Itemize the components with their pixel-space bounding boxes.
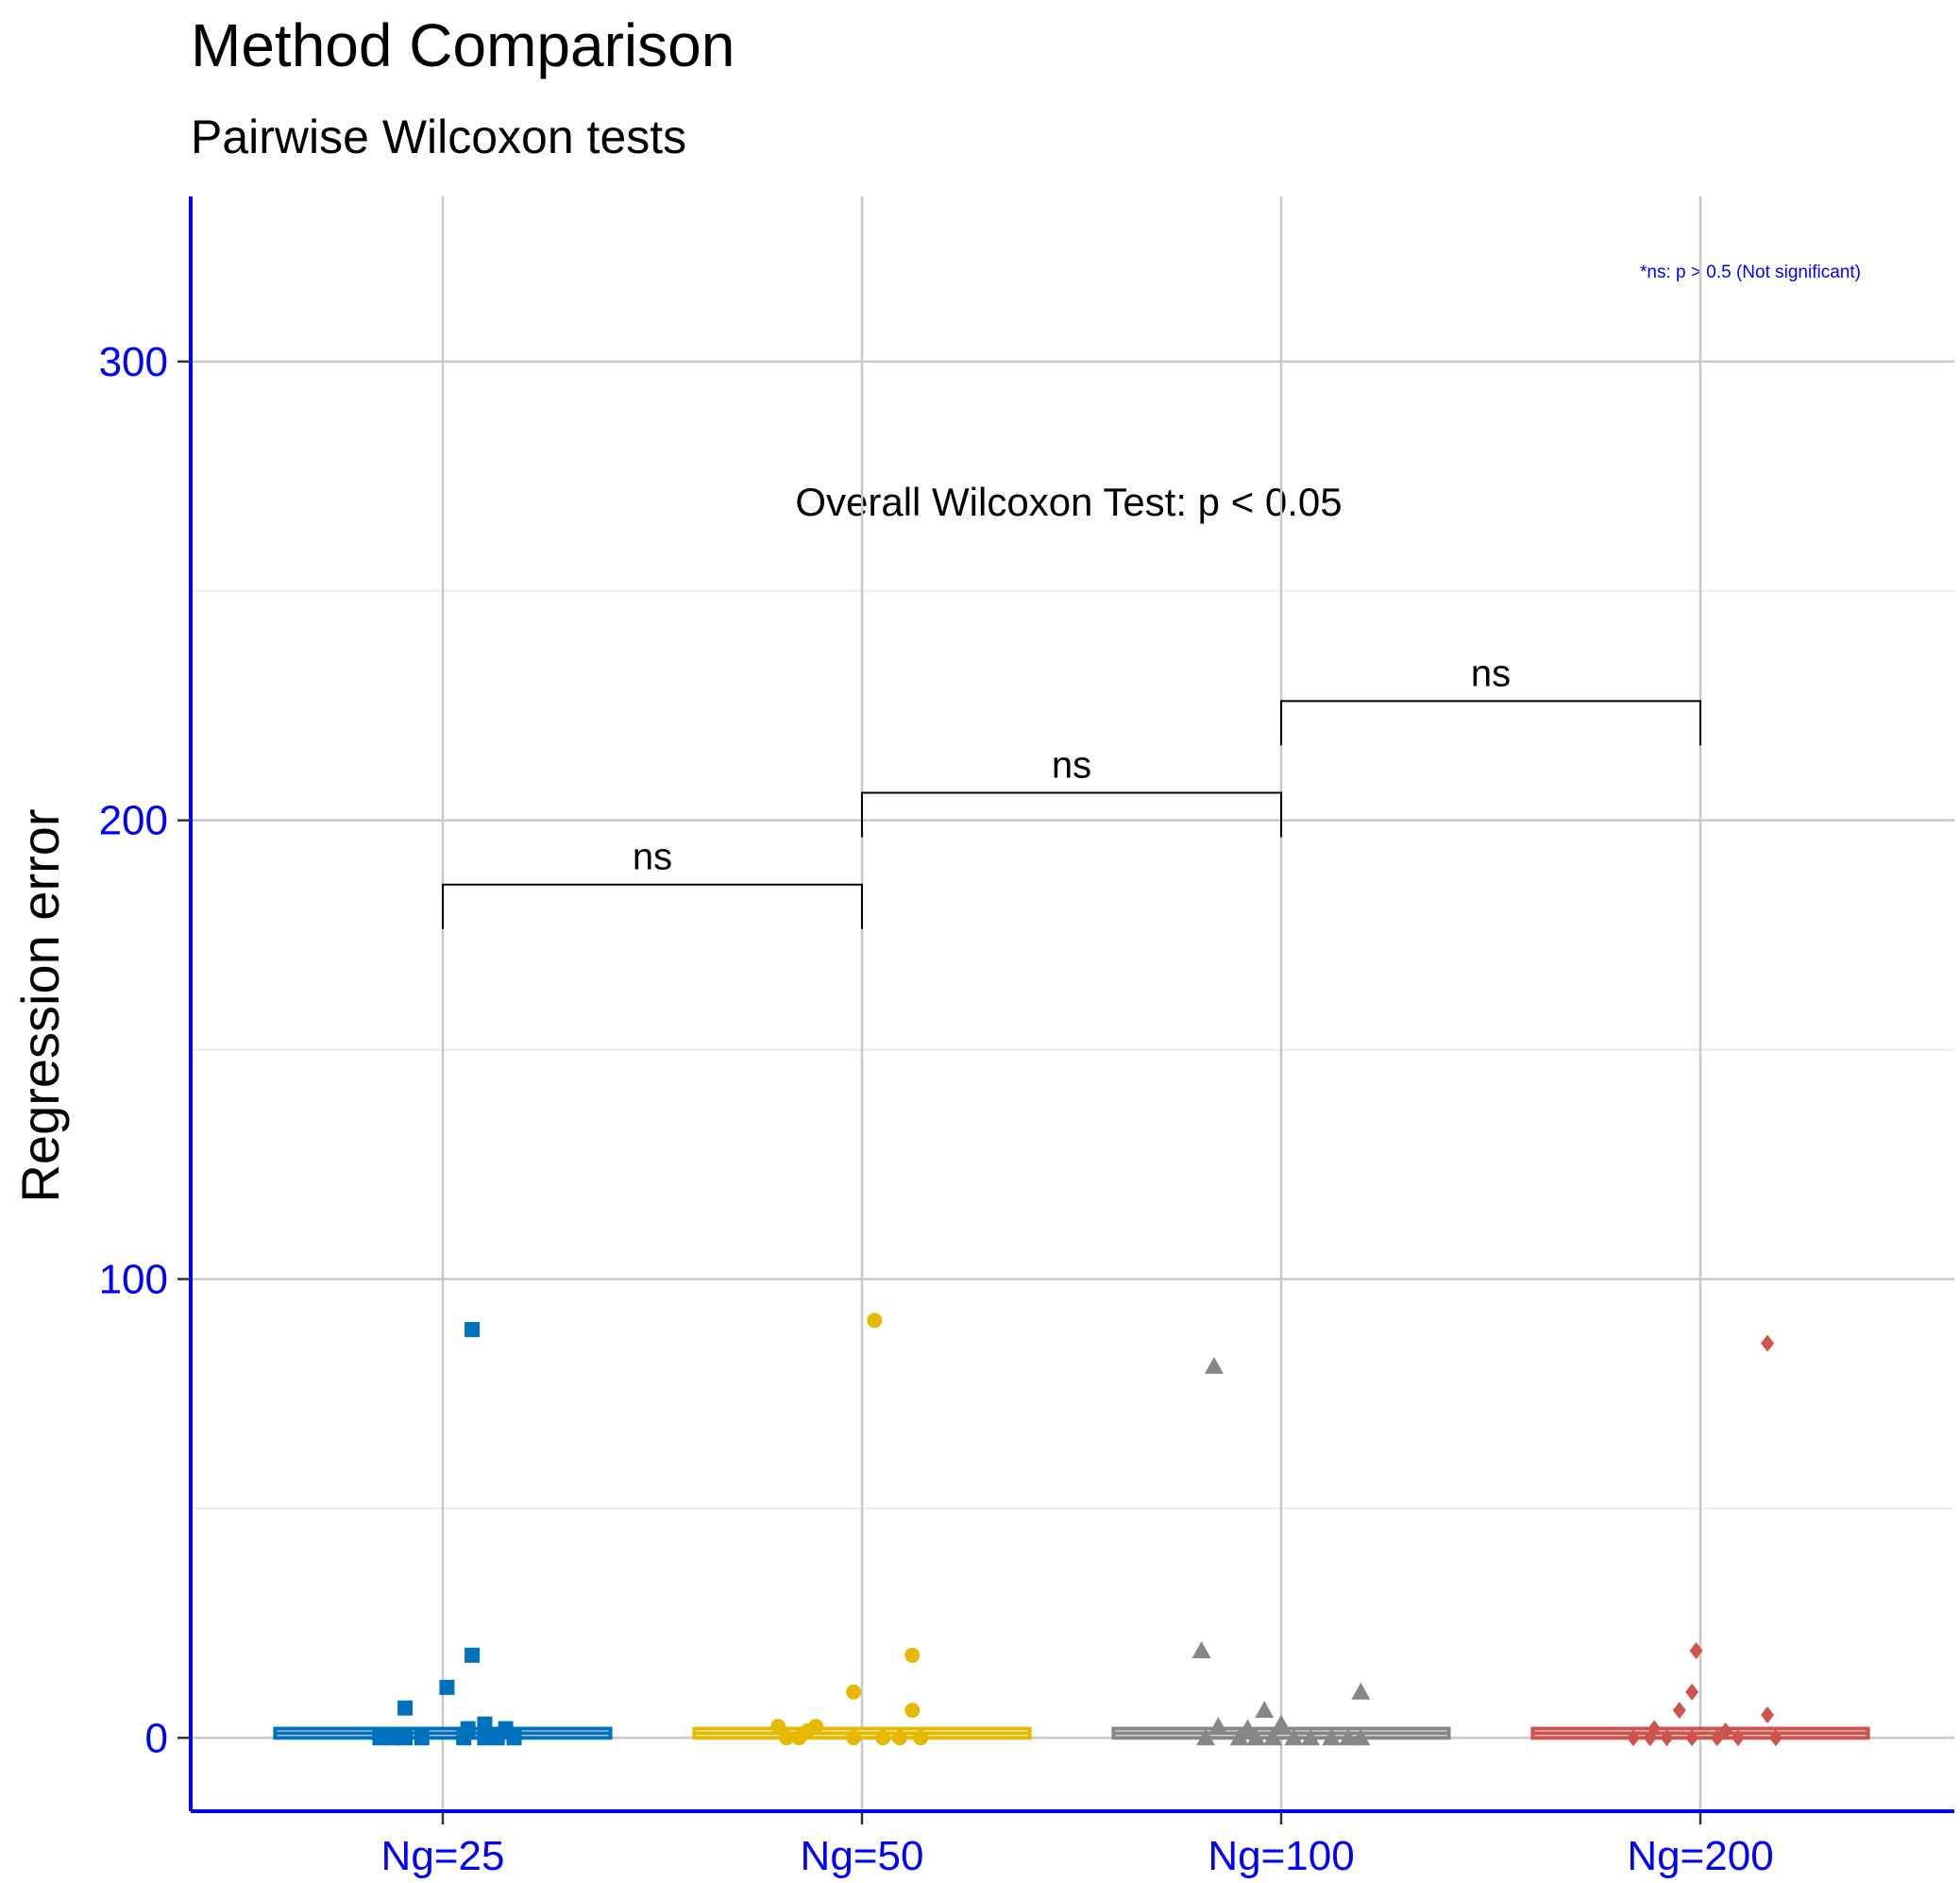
- data-point: [904, 1703, 921, 1719]
- data-point: [1761, 1334, 1775, 1352]
- data-point: [1208, 1717, 1228, 1735]
- data-point: [384, 1730, 400, 1746]
- data-point: [1229, 1728, 1249, 1746]
- data-point: [456, 1730, 472, 1746]
- data-point: [397, 1730, 414, 1746]
- data-point: [1238, 1719, 1258, 1737]
- data-point: [1351, 1682, 1371, 1700]
- data-point: [791, 1730, 807, 1746]
- data-point: [1718, 1722, 1732, 1739]
- x-tick-label: Ng=25: [381, 1833, 505, 1879]
- data-point: [891, 1730, 907, 1746]
- chart-subtitle: Pairwise Wilcoxon tests: [191, 110, 686, 163]
- data-point: [1768, 1729, 1783, 1747]
- data-point: [489, 1730, 505, 1746]
- data-point: [1672, 1702, 1686, 1720]
- data-point: [1272, 1714, 1291, 1732]
- comparison-label: ns: [1052, 745, 1091, 787]
- data-point: [1284, 1728, 1304, 1746]
- y-tick-label: 0: [145, 1715, 168, 1761]
- data-point: [867, 1313, 883, 1329]
- data-point: [875, 1730, 891, 1746]
- data-point: [1643, 1729, 1657, 1747]
- data-point: [1626, 1729, 1640, 1747]
- comparison-label: ns: [633, 837, 672, 878]
- data-point: [465, 1321, 481, 1337]
- comparison-label: ns: [1471, 653, 1511, 694]
- y-axis-label: Regression error: [10, 808, 70, 1202]
- y-tick-label: 300: [99, 339, 168, 385]
- data-point: [1196, 1728, 1216, 1746]
- data-point: [477, 1716, 493, 1732]
- data-point: [1301, 1728, 1321, 1746]
- data-point: [1685, 1729, 1699, 1747]
- data-point: [846, 1684, 862, 1700]
- data-point: [1685, 1683, 1699, 1701]
- comparison-brackets: ns ns ns: [442, 653, 1701, 929]
- data-point: [1761, 1705, 1775, 1723]
- data-point: [1710, 1729, 1724, 1747]
- data-point: [846, 1730, 862, 1746]
- data-point: [913, 1730, 929, 1746]
- overall-test-label: Overall Wilcoxon Test: p < 0.05: [795, 480, 1342, 524]
- comparison-bracket: [442, 883, 863, 929]
- comparison-bracket: [1280, 700, 1701, 746]
- y-tick-label: 100: [99, 1256, 168, 1302]
- axes: 0 100 200 300 Ng=25 Ng=50 Ng=100 Ng=200: [99, 196, 1954, 1879]
- data-point: [1660, 1729, 1674, 1747]
- data-point: [1689, 1641, 1703, 1659]
- data-point: [465, 1647, 481, 1663]
- x-tick-label: Ng=200: [1627, 1833, 1773, 1879]
- data-point: [1263, 1728, 1283, 1746]
- significance-note: *ns: p > 0.5 (Not significant): [1640, 263, 1861, 282]
- data-point: [1731, 1729, 1745, 1747]
- data-point: [439, 1679, 455, 1695]
- data-point: [1255, 1701, 1275, 1719]
- grid-lines: [191, 196, 1954, 1811]
- x-tick-label: Ng=100: [1208, 1833, 1354, 1879]
- data-point: [904, 1647, 921, 1663]
- data-point: [1191, 1640, 1211, 1658]
- data-point: [1204, 1356, 1224, 1374]
- data-point: [1339, 1728, 1359, 1746]
- data-point: [1246, 1728, 1266, 1746]
- data-point: [1322, 1728, 1342, 1746]
- data-point: [770, 1719, 786, 1735]
- data-point: [477, 1730, 493, 1746]
- data-point: [372, 1730, 388, 1746]
- data-point: [1351, 1728, 1371, 1746]
- data-point: [414, 1730, 430, 1746]
- data-point: [779, 1730, 795, 1746]
- y-tick-label: 200: [99, 798, 168, 844]
- data-point: [506, 1730, 522, 1746]
- jitter-points: [372, 1313, 1783, 1747]
- comparison-bracket: [861, 791, 1282, 838]
- x-tick-label: Ng=50: [801, 1833, 924, 1879]
- data-point: [397, 1700, 414, 1716]
- chart-title: Method Comparison: [191, 11, 735, 79]
